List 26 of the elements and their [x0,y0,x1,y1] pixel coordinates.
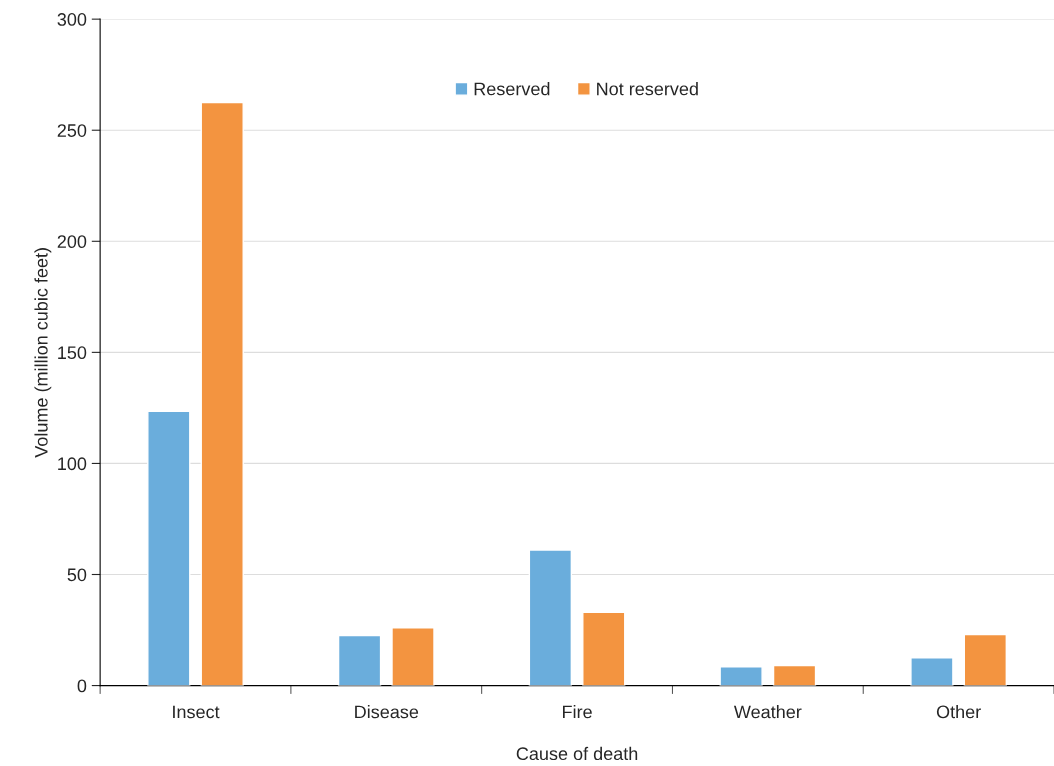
bar [772,664,817,686]
legend-label: Not reserved [597,82,698,96]
x-tick-label: Disease [355,705,419,719]
y-tick-label: 200 [57,235,87,249]
bar [147,410,191,686]
x-tick-label: Weather [733,705,802,719]
bar [337,634,382,686]
bar [200,101,244,686]
bar [528,549,573,686]
y-tick-label: 150 [58,346,87,360]
x-axis-title: Cause of death [516,746,638,761]
bar [582,611,626,686]
bar [719,665,763,686]
y-axis-title: Volume (million cubic feet) [34,248,52,458]
y-tick-label: 50 [67,568,87,582]
x-tick-label: Insect [173,705,220,719]
y-tick-label: 0 [77,679,87,693]
y-tick-label: 250 [57,124,87,137]
bar [391,627,435,686]
legend-label: Reserved [474,82,550,96]
bar [963,633,1008,686]
x-tick-label: Fire [563,705,592,719]
x-tick-label: Other [936,705,981,719]
y-tick-label: 300 [57,13,87,26]
y-tick-label: 100 [58,457,87,471]
bar [910,657,954,686]
